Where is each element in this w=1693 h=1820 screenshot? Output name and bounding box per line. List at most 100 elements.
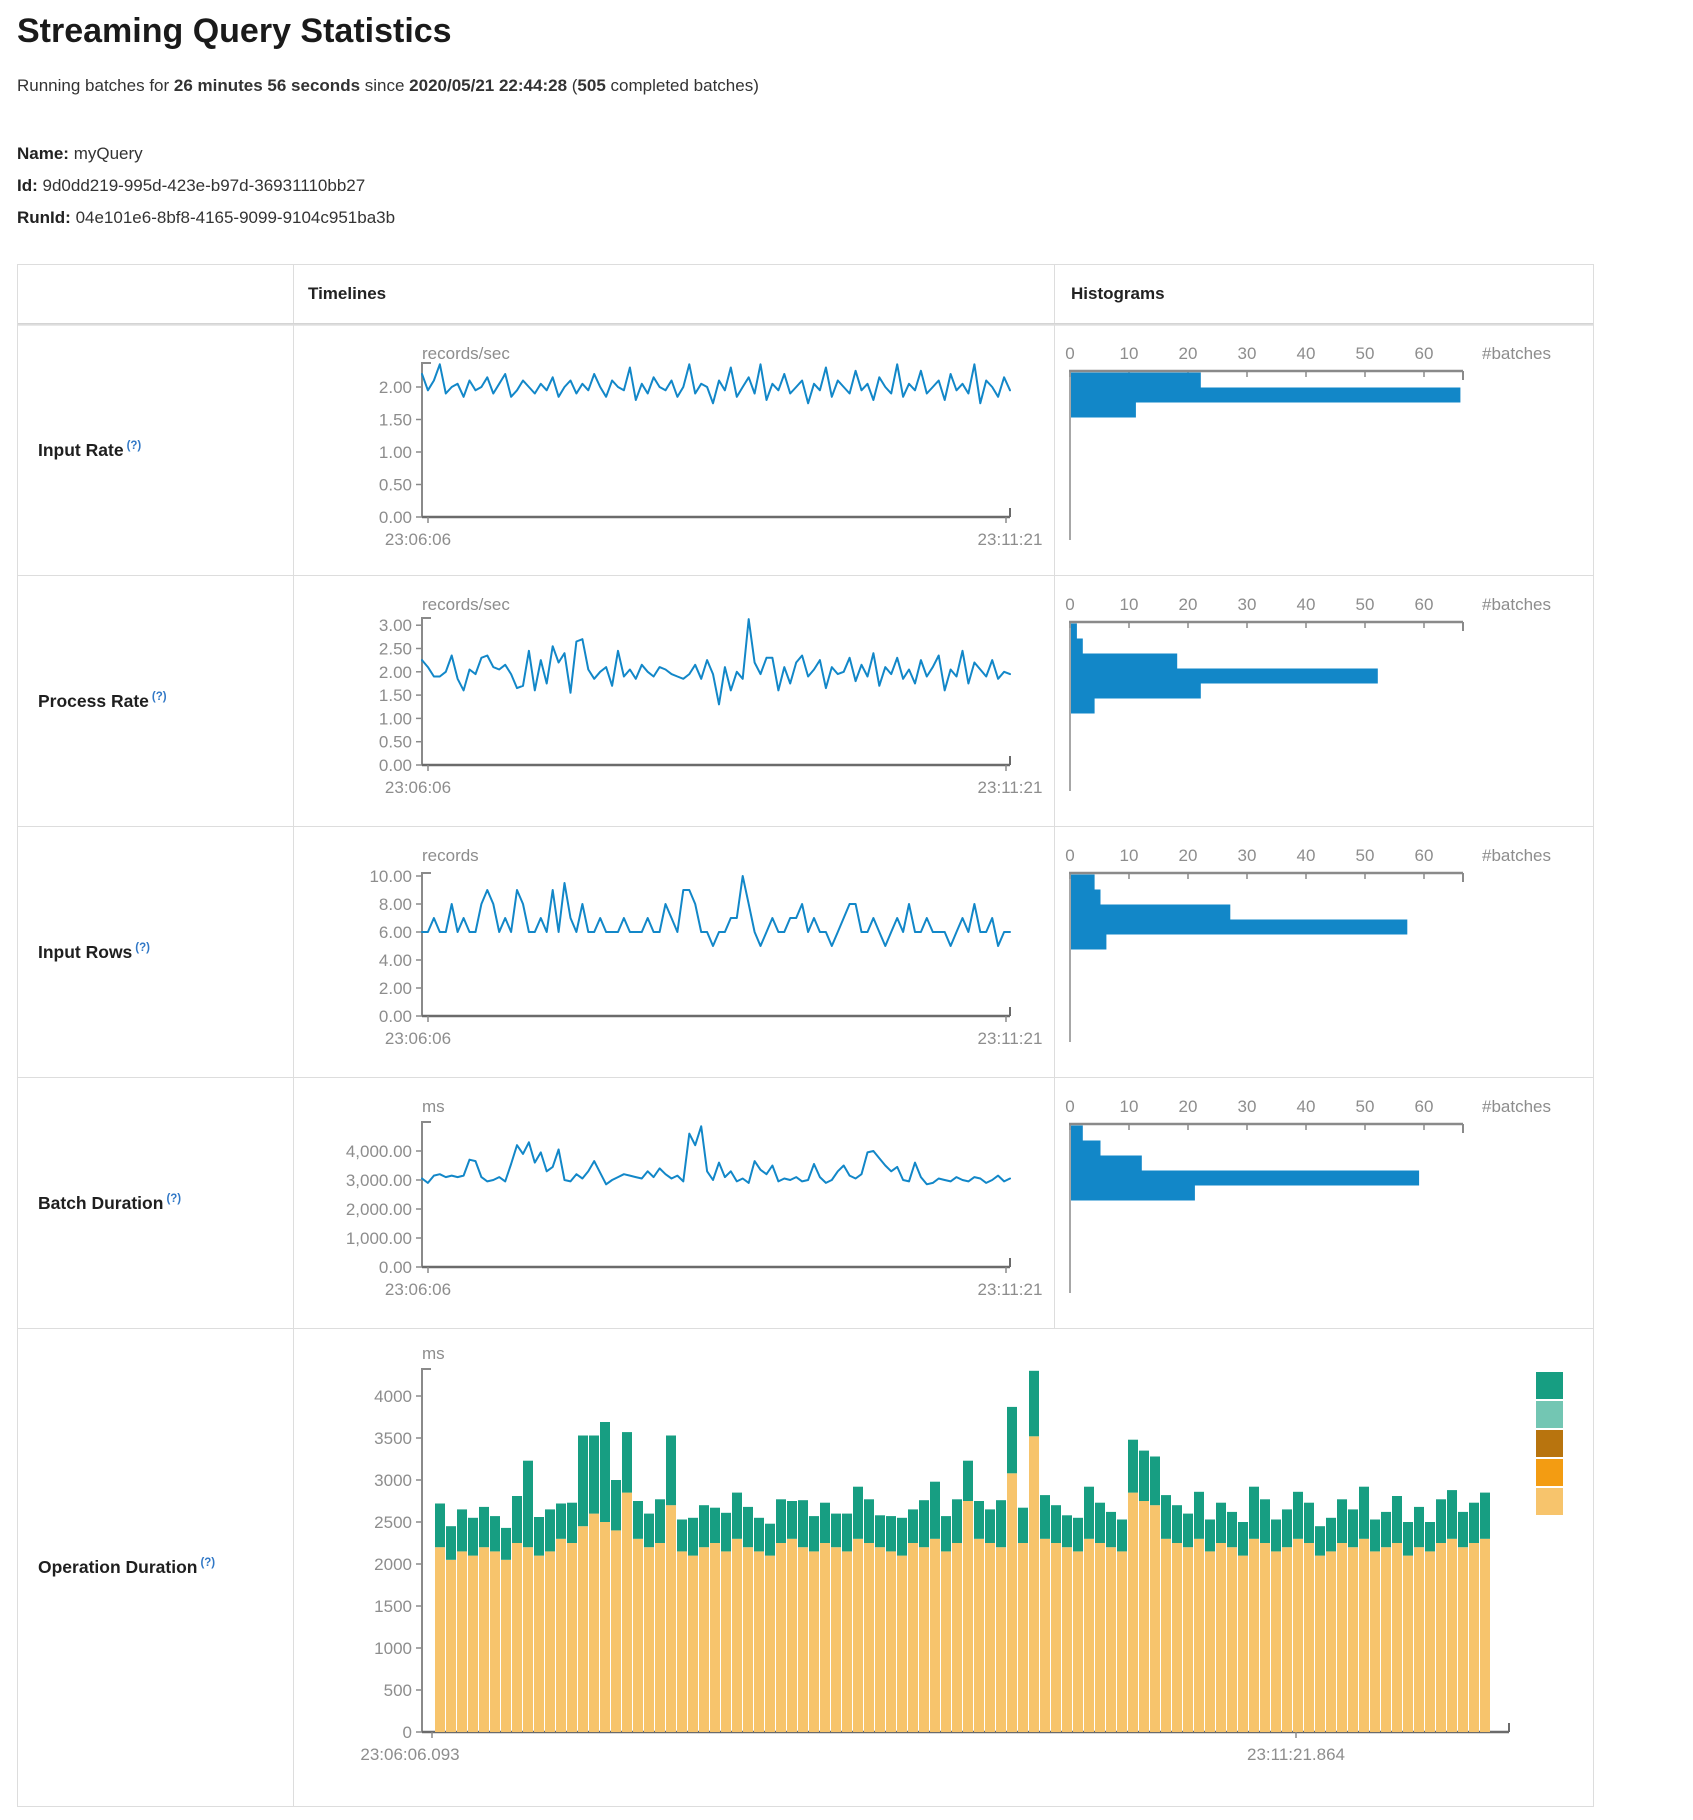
legend-swatch-2 — [1536, 1401, 1563, 1428]
table-row-operation-duration: Operation Duration (?) ms 4000 3500 3000 2500… — [18, 1328, 1593, 1806]
svg-text:1.00: 1.00 — [379, 443, 412, 462]
svg-text:1000: 1000 — [374, 1639, 412, 1658]
id-label: Id: — [17, 176, 38, 195]
help-icon[interactable]: (?) — [151, 690, 167, 703]
svg-text:60: 60 — [1415, 344, 1434, 363]
running-prefix: Running batches for — [17, 76, 174, 95]
svg-text:#batches: #batches — [1482, 846, 1551, 865]
batch-duration-histogram-chart: 0 10 20 30 40 50 60 #batches — [1065, 1097, 1551, 1293]
svg-text:ms: ms — [422, 1097, 445, 1116]
svg-text:0: 0 — [1065, 595, 1074, 614]
svg-text:records: records — [422, 846, 479, 865]
svg-text:10: 10 — [1120, 595, 1139, 614]
svg-text:23:11:21: 23:11:21 — [978, 530, 1043, 549]
svg-text:60: 60 — [1415, 846, 1434, 865]
svg-text:20: 20 — [1179, 1097, 1198, 1116]
legend-swatch-5 — [1536, 1488, 1563, 1515]
row-label-process-rate: Process Rate (?) — [38, 690, 167, 711]
input-rate-timeline-chart: records/sec 2.00 1.50 1.00 0.50 0.00 23:06:06 2… — [379, 344, 1043, 549]
svg-text:30: 30 — [1238, 595, 1257, 614]
help-icon[interactable]: (?) — [135, 941, 150, 954]
svg-text:3000: 3000 — [374, 1471, 412, 1490]
input-rows-histogram-chart: 0 10 20 30 40 50 60 #batches — [1065, 846, 1551, 1042]
page-title: Streaming Query Statistics — [17, 12, 452, 50]
svg-text:2,000.00: 2,000.00 — [346, 1200, 412, 1219]
name-value: myQuery — [73, 144, 143, 163]
svg-text:3,000.00: 3,000.00 — [346, 1171, 412, 1190]
help-icon[interactable]: (?) — [166, 1192, 182, 1205]
running-summary: Running batches for 26 minutes 56 second… — [17, 76, 759, 96]
legend-swatch-3 — [1536, 1430, 1563, 1457]
svg-text:40: 40 — [1297, 344, 1316, 363]
svg-text:10.00: 10.00 — [369, 867, 412, 886]
name-label: Name: — [17, 144, 69, 163]
header-timelines: Timelines — [293, 265, 1054, 323]
svg-text:2500: 2500 — [374, 1513, 412, 1532]
svg-text:23:06:06: 23:06:06 — [385, 1029, 451, 1048]
svg-text:40: 40 — [1297, 595, 1316, 614]
svg-text:23:06:06: 23:06:06 — [385, 1280, 451, 1299]
svg-text:0: 0 — [1065, 846, 1074, 865]
svg-text:1500: 1500 — [374, 1597, 412, 1616]
svg-text:20: 20 — [1179, 344, 1198, 363]
svg-text:3.00: 3.00 — [379, 616, 412, 635]
legend-swatch-1 — [1536, 1372, 1563, 1399]
svg-text:23:11:21: 23:11:21 — [978, 778, 1043, 797]
svg-text:1.50: 1.50 — [379, 686, 412, 705]
legend-swatch-4 — [1536, 1459, 1563, 1486]
svg-text:2.00: 2.00 — [379, 378, 412, 397]
svg-text:50: 50 — [1356, 846, 1375, 865]
svg-text:23:06:06: 23:06:06 — [385, 778, 451, 797]
table-row-batch-duration: Batch Duration (?) ms 4,000.00 3,000.00 2,00… — [18, 1077, 1593, 1328]
svg-text:1.50: 1.50 — [379, 411, 412, 430]
input-rows-timeline-chart: records 10.00 8.00 6.00 4.00 2.00 0.00 23:06:06… — [369, 846, 1043, 1048]
input-rate-histogram-chart: 0 10 20 30 40 50 60 #batches — [1065, 344, 1551, 540]
svg-text:30: 30 — [1238, 846, 1257, 865]
svg-text:4000: 4000 — [374, 1387, 412, 1406]
svg-text:50: 50 — [1356, 595, 1375, 614]
svg-text:4,000.00: 4,000.00 — [346, 1142, 412, 1161]
svg-text:0: 0 — [1065, 1097, 1074, 1116]
svg-text:10: 10 — [1120, 846, 1139, 865]
svg-text:0.00: 0.00 — [379, 756, 412, 775]
svg-text:0: 0 — [1065, 344, 1074, 363]
process-rate-timeline-chart: records/sec 3.00 2.50 2.00 1.50 1.00 0.50 0.00 2… — [379, 595, 1043, 797]
row-label-input-rows: Input Rows (?) — [38, 941, 150, 962]
row-label-input-rate: Input Rate (?) — [38, 439, 142, 460]
help-icon[interactable]: (?) — [200, 1557, 216, 1570]
svg-text:30: 30 — [1238, 1097, 1257, 1116]
svg-text:1.00: 1.00 — [379, 709, 412, 728]
svg-text:ms: ms — [422, 1344, 445, 1363]
svg-text:60: 60 — [1415, 595, 1434, 614]
svg-text:10: 10 — [1120, 1097, 1139, 1116]
start-time: 2020/05/21 22:44:28 — [409, 76, 568, 95]
svg-text:#batches: #batches — [1482, 595, 1551, 614]
table-row-input-rows: Input Rows (?) records 10.00 8.00 6.00 4.00 2.… — [18, 826, 1593, 1077]
batch-duration-timeline-chart: ms 4,000.00 3,000.00 2,000.00 1,000.00 0.00 23… — [346, 1097, 1043, 1299]
process-rate-histogram-chart: 0 10 20 30 40 50 60 #batches — [1065, 595, 1551, 791]
svg-text:20: 20 — [1179, 595, 1198, 614]
svg-text:#batches: #batches — [1482, 344, 1551, 363]
svg-text:20: 20 — [1179, 846, 1198, 865]
svg-text:8.00: 8.00 — [379, 895, 412, 914]
paren-open: ( — [567, 76, 578, 95]
svg-text:2000: 2000 — [374, 1555, 412, 1574]
svg-text:60: 60 — [1415, 1097, 1434, 1116]
svg-text:0.50: 0.50 — [379, 733, 412, 752]
svg-text:50: 50 — [1356, 344, 1375, 363]
svg-text:23:06:06: 23:06:06 — [385, 530, 451, 549]
svg-text:23:11:21.864: 23:11:21.864 — [1247, 1745, 1345, 1764]
running-duration: 26 minutes 56 seconds — [173, 76, 361, 95]
operation-duration-stacked-chart: ms 4000 3500 3000 2500 2000 1500 1000 500 0 23:06:… — [360, 1344, 1563, 1764]
query-id-line: Id: 9d0dd219-995d-423e-b97d-36931110bb27 — [17, 170, 395, 202]
completed-batches-count: 505 — [577, 76, 606, 95]
table-row-input-rate: Input Rate (?) records/sec 2.00 1.50 1.00 0.5… — [18, 324, 1593, 575]
svg-text:0.00: 0.00 — [379, 508, 412, 527]
svg-text:500: 500 — [384, 1681, 412, 1700]
svg-text:23:11:21: 23:11:21 — [978, 1029, 1043, 1048]
svg-text:2.50: 2.50 — [379, 640, 412, 659]
svg-text:#batches: #batches — [1482, 1097, 1551, 1116]
svg-text:2.00: 2.00 — [379, 979, 412, 998]
help-icon[interactable]: (?) — [126, 439, 142, 452]
